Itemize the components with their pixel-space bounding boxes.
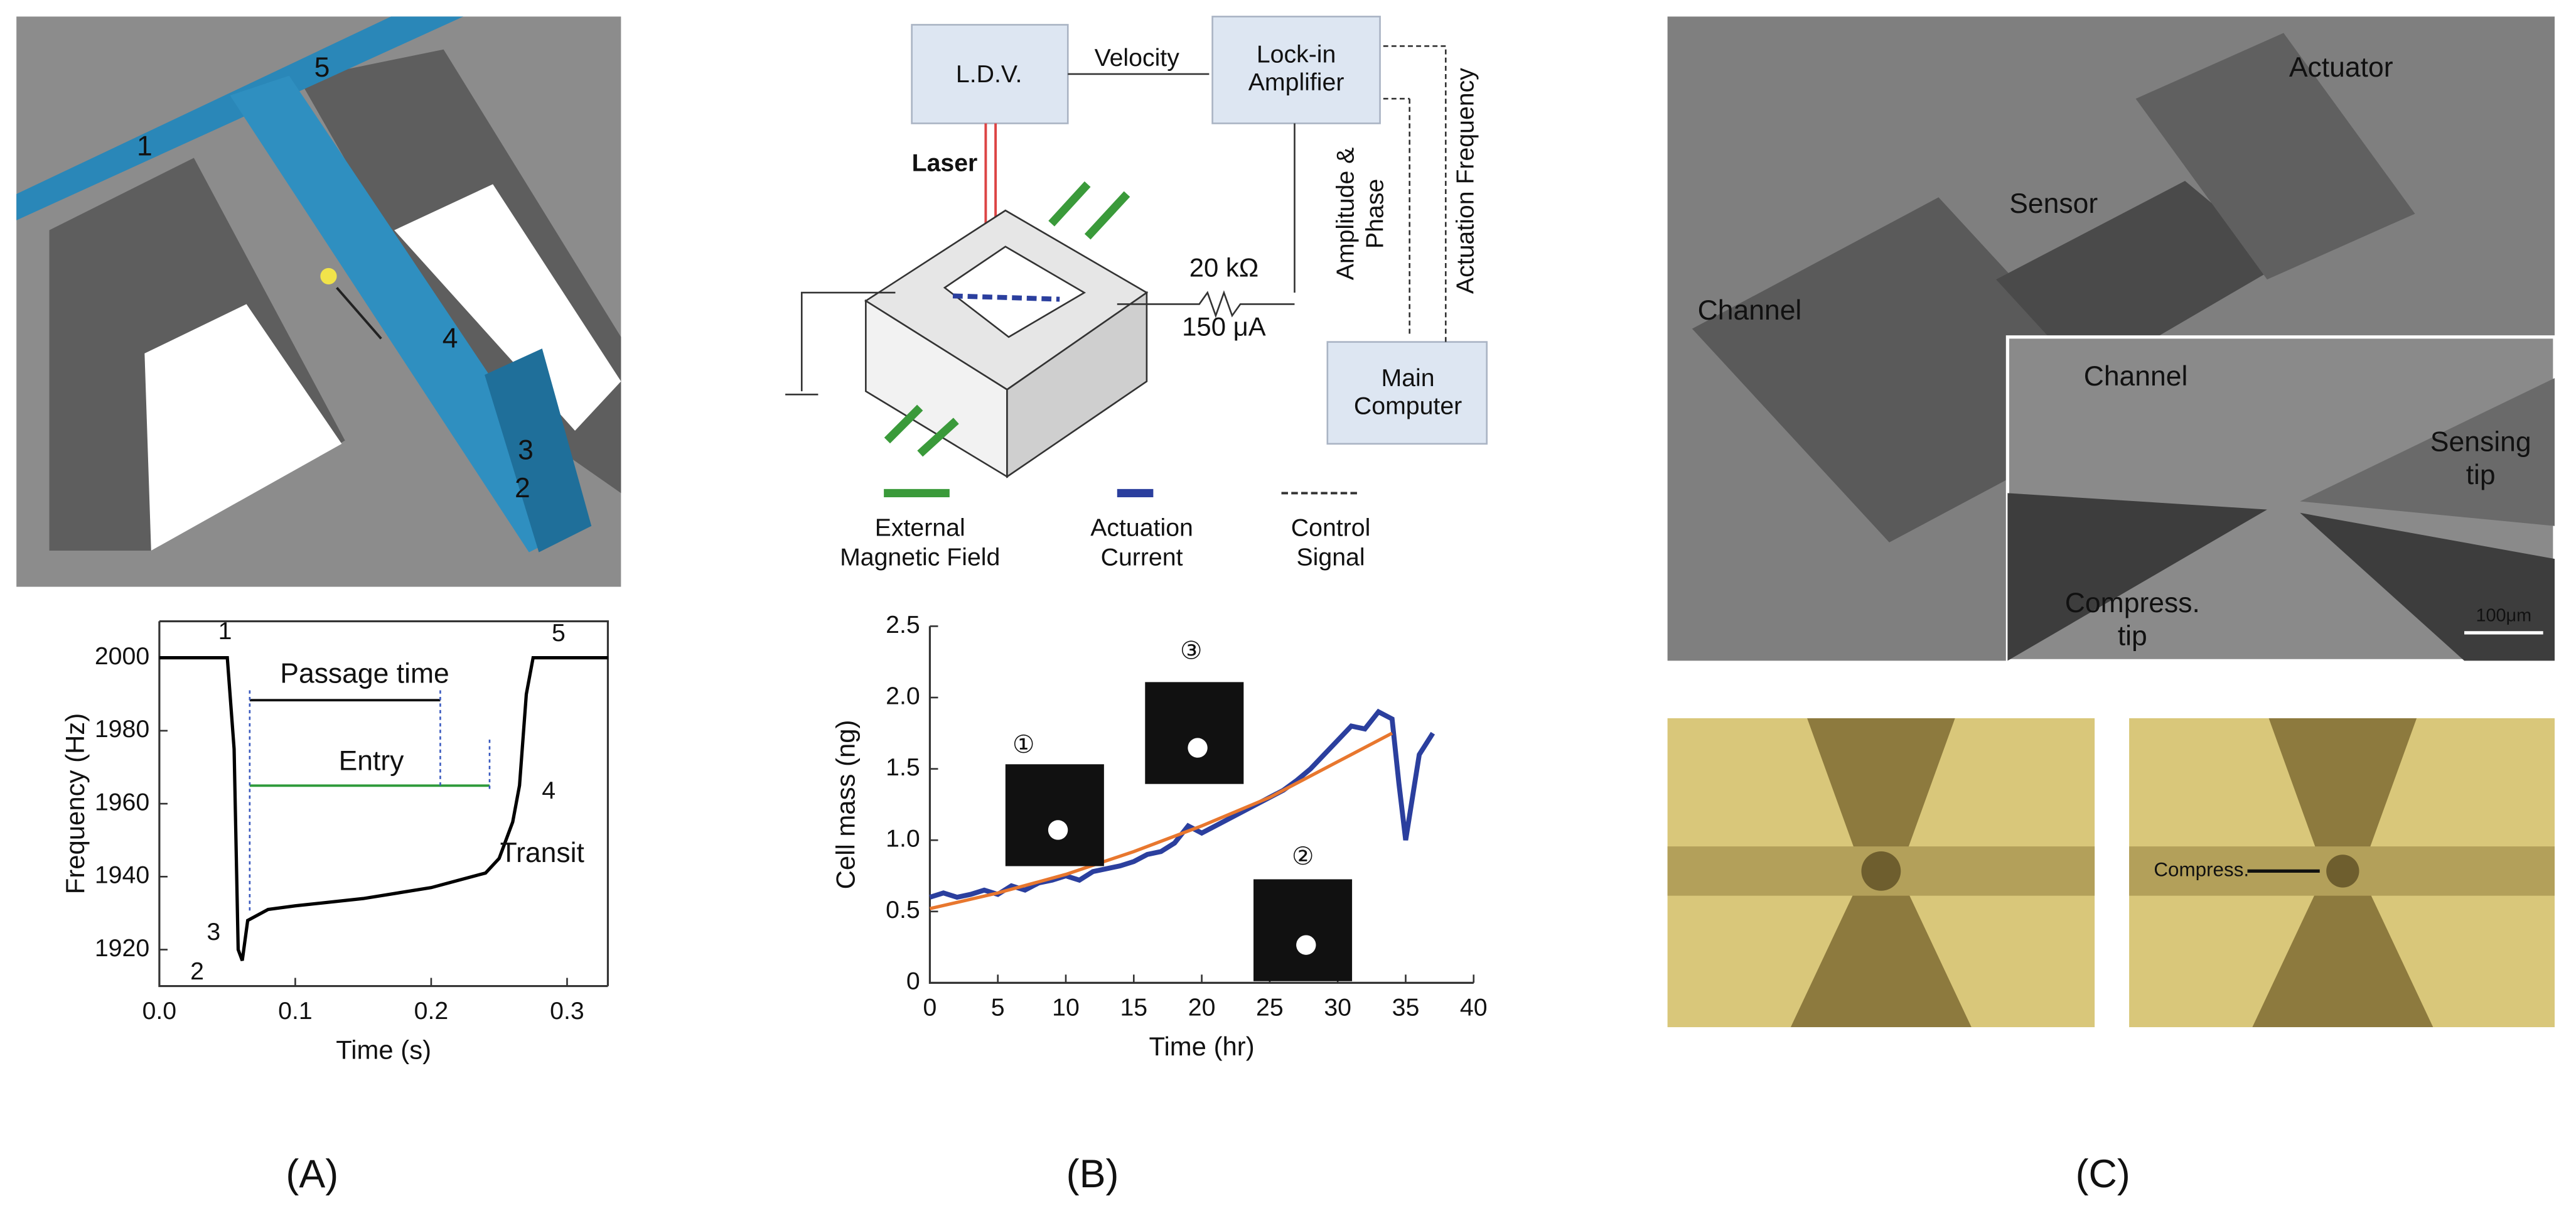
image-label: Actuator	[2289, 52, 2393, 83]
y-tick-label: 0	[906, 968, 920, 995]
annotation: 1	[218, 617, 232, 645]
legend-label: Control	[1291, 514, 1371, 541]
image-label: tip	[2118, 620, 2147, 651]
x-tick-label: 0.2	[414, 997, 449, 1025]
channel-render	[16, 16, 621, 587]
channel-label: 2	[515, 473, 530, 504]
y-tick-label: 2.0	[886, 682, 920, 709]
y-tick-label: 1.5	[886, 753, 920, 781]
annotation: 3	[207, 918, 220, 946]
x-tick-label: 40	[1460, 994, 1488, 1022]
channel-label: 5	[314, 52, 330, 83]
legend-label: Actuation	[1090, 514, 1193, 541]
image-label: Compress.	[2154, 859, 2249, 881]
x-tick-label: 0.0	[142, 997, 177, 1025]
channel-label: 3	[518, 435, 534, 466]
box-label: Amplifier	[1248, 68, 1344, 96]
annotation: ②	[1292, 843, 1314, 870]
signal-label: Actuation Frequency	[1452, 68, 1479, 294]
cell	[1296, 935, 1316, 955]
annotation: 5	[552, 619, 566, 647]
x-tick-label: 25	[1256, 994, 1284, 1022]
image-label: tip	[2466, 460, 2496, 490]
legend-label: Magnetic Field	[840, 543, 1000, 571]
y-axis-title: Cell mass (ng)	[831, 720, 861, 889]
data-line	[159, 656, 608, 961]
label: 20 kΩ	[1189, 253, 1258, 283]
x-tick-label: 15	[1120, 994, 1147, 1022]
axis-frame	[159, 620, 609, 986]
panel-label: (A)	[286, 1152, 338, 1196]
annotation: 4	[542, 777, 555, 804]
box-label: Lock-in	[1257, 41, 1336, 68]
x-tick-label: 35	[1392, 994, 1420, 1022]
scale-bar-label: 100μm	[2476, 605, 2532, 625]
box-label: L.D.V.	[956, 60, 1022, 88]
image-label: Channel	[2084, 361, 2188, 392]
annotation: Transit	[500, 838, 585, 868]
label: Laser	[912, 149, 978, 176]
field-arrows	[884, 181, 1361, 497]
channel-label: 4	[443, 323, 458, 354]
image-label: Sensing	[2430, 427, 2531, 458]
y-axis-title: Frequency (Hz)	[60, 713, 90, 894]
box-label: Main	[1382, 364, 1435, 392]
channel-label: 1	[137, 131, 153, 162]
signal-label: Velocity	[1095, 44, 1180, 72]
cell	[1188, 738, 1208, 758]
legend-label: Signal	[1296, 543, 1365, 571]
data-line	[929, 731, 1393, 910]
x-axis-title: Time (s)	[336, 1035, 431, 1064]
image-label: Sensor	[2009, 188, 2098, 219]
x-tick-label: 0.3	[550, 997, 584, 1025]
annotation: Entry	[339, 745, 405, 776]
annotation: 2	[190, 957, 204, 985]
y-tick-label: 1.0	[886, 825, 920, 853]
annotation: ①	[1012, 731, 1034, 758]
signal-label: Amplitude &	[1332, 148, 1360, 281]
box-label: Computer	[1354, 392, 1462, 420]
sem-image	[1667, 16, 2557, 662]
cell	[1048, 820, 1068, 840]
x-tick-label: 20	[1188, 994, 1216, 1022]
y-tick-label: 1920	[95, 934, 149, 962]
optical-images	[1667, 718, 2555, 1028]
legend-label: Current	[1101, 543, 1183, 571]
panel-label: (C)	[2076, 1152, 2130, 1196]
label: 150 μA	[1182, 312, 1266, 342]
y-tick-label: 1940	[95, 861, 149, 889]
annotation: Passage time	[280, 659, 449, 689]
image-label: Compress.	[2065, 588, 2200, 618]
cell-image	[1145, 682, 1244, 784]
y-tick-label: 2.5	[886, 611, 920, 639]
x-tick-label: 0.1	[278, 997, 313, 1025]
x-tick-label: 30	[1324, 994, 1351, 1022]
panel-label: (B)	[1066, 1152, 1119, 1196]
y-tick-label: 1980	[95, 715, 149, 743]
image-label: Channel	[1698, 295, 1802, 326]
legend-label: External	[875, 514, 965, 541]
x-tick-label: 0	[923, 994, 936, 1022]
y-tick-label: 0.5	[886, 896, 920, 924]
y-tick-label: 2000	[95, 642, 149, 670]
y-tick-label: 1960	[95, 788, 149, 816]
annotation: ③	[1180, 637, 1202, 665]
signal-label: Phase	[1361, 179, 1389, 249]
x-axis-title: Time (hr)	[1149, 1032, 1254, 1061]
x-tick-label: 5	[991, 994, 1005, 1022]
x-tick-label: 10	[1052, 994, 1080, 1022]
setup-diagram	[785, 16, 1488, 478]
cell-image	[1253, 879, 1353, 981]
cell-image	[1005, 764, 1104, 866]
